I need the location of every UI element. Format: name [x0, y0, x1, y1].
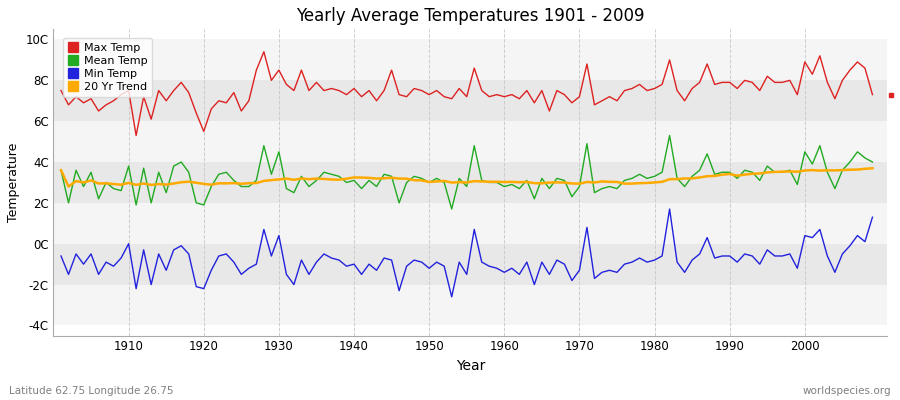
- Y-axis label: Temperature: Temperature: [7, 143, 20, 222]
- Title: Yearly Average Temperatures 1901 - 2009: Yearly Average Temperatures 1901 - 2009: [296, 7, 644, 25]
- Bar: [53, 244, 887, 284]
- Bar: [53, 40, 887, 80]
- Text: Latitude 62.75 Longitude 26.75: Latitude 62.75 Longitude 26.75: [9, 386, 174, 396]
- Bar: [53, 80, 887, 121]
- X-axis label: Year: Year: [455, 359, 485, 373]
- Bar: [53, 162, 887, 203]
- Bar: [53, 121, 887, 162]
- Text: worldspecies.org: worldspecies.org: [803, 386, 891, 396]
- Bar: [53, 284, 887, 326]
- Legend: Max Temp, Mean Temp, Min Temp, 20 Yr Trend: Max Temp, Mean Temp, Min Temp, 20 Yr Tre…: [63, 38, 152, 97]
- Bar: [53, 203, 887, 244]
